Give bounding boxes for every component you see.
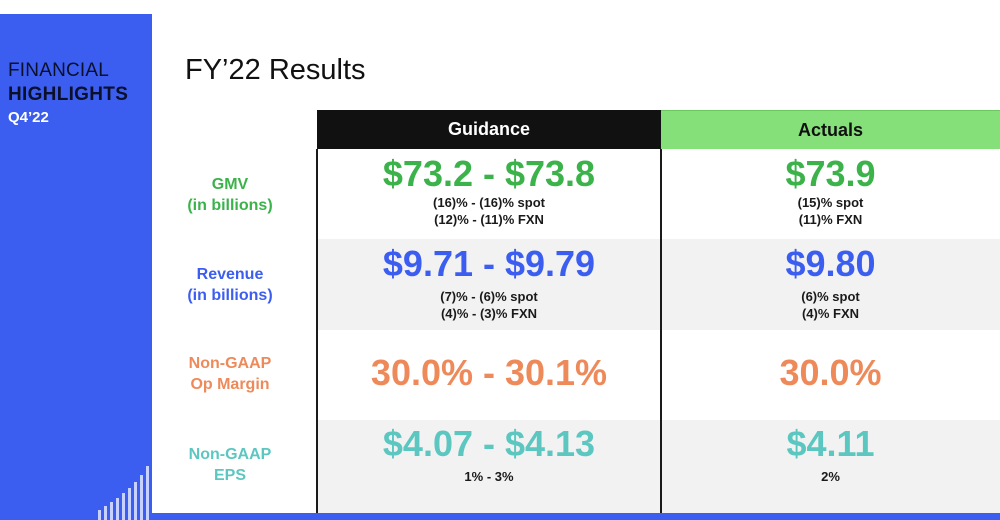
gmv-label-line1: GMV [211,176,249,193]
gmv-guidance-fxn: (12)% - (11)% FXN [434,212,544,227]
sidebar: FINANCIAL HIGHLIGHTS Q4’22 [0,14,152,520]
eps-guidance-growth: 1% - 3% [464,469,514,484]
page-title: FY’22 Results [185,54,366,86]
margin-label-line1: Non-GAAP [188,355,272,372]
gmv-guidance: $73.2 - $73.8 (16)% - (16)% spot (12)% -… [317,154,661,228]
gmv-actuals: $73.9 (15)% spot (11)% FXN [661,154,1000,228]
sidebar-line-highlights: HIGHLIGHTS [8,84,129,105]
bar-graphic-icon [98,466,149,520]
revenue-actuals: $9.80 (6)% spot (4)% FXN [661,244,1000,322]
gmv-actuals-spot: (15)% spot [797,195,864,210]
margin-guidance-value: 30.0% - 30.1% [370,352,608,393]
margin-actuals: 30.0% [661,353,1000,393]
eps-actuals: $4.11 2% [661,424,1000,485]
revenue-label-line2: (in billions) [187,287,273,304]
revenue-guidance: $9.71 - $9.79 (7)% - (6)% spot (4)% - (3… [317,244,661,322]
margin-label-line2: Op Margin [190,376,270,393]
gmv-actuals-fxn: (11)% FXN [798,212,863,227]
sidebar-line-quarter: Q4’22 [8,109,49,126]
top-strip [0,0,1000,14]
revenue-guidance-value: $9.71 - $9.79 [382,243,596,284]
eps-label: Non-GAAP EPS [160,444,300,486]
margin-guidance: 30.0% - 30.1% [317,353,661,393]
gmv-guidance-value: $73.2 - $73.8 [382,153,596,194]
bottom-rule [152,513,1000,520]
eps-actuals-value: $4.11 [786,423,875,464]
eps-label-line1: Non-GAAP [188,446,272,463]
actuals-header: Actuals [661,110,1000,149]
divider-middle [660,149,662,513]
row-eps-bg [317,420,1000,513]
gmv-label: GMV (in billions) [160,174,300,216]
guidance-header: Guidance [317,110,661,149]
revenue-actuals-value: $9.80 [785,243,876,284]
revenue-label-line1: Revenue [196,266,264,283]
sidebar-line-financial: FINANCIAL [8,60,110,81]
eps-guidance-value: $4.07 - $4.13 [382,423,596,464]
revenue-label: Revenue (in billions) [160,264,300,306]
revenue-actuals-fxn: (4)% FXN [801,306,860,321]
revenue-actuals-spot: (6)% spot [801,289,860,304]
revenue-guidance-fxn: (4)% - (3)% FXN [440,306,538,321]
margin-label: Non-GAAP Op Margin [160,353,300,395]
gmv-actuals-value: $73.9 [785,153,876,194]
eps-guidance: $4.07 - $4.13 1% - 3% [317,424,661,485]
divider-left [316,149,318,513]
gmv-guidance-spot: (16)% - (16)% spot [433,195,545,210]
eps-actuals-growth: 2% [821,469,840,484]
revenue-guidance-spot: (7)% - (6)% spot [440,289,538,304]
row-revenue-bg [317,239,1000,330]
margin-actuals-value: 30.0% [779,352,882,393]
gmv-label-line2: (in billions) [187,197,273,214]
eps-label-line2: EPS [213,467,246,484]
